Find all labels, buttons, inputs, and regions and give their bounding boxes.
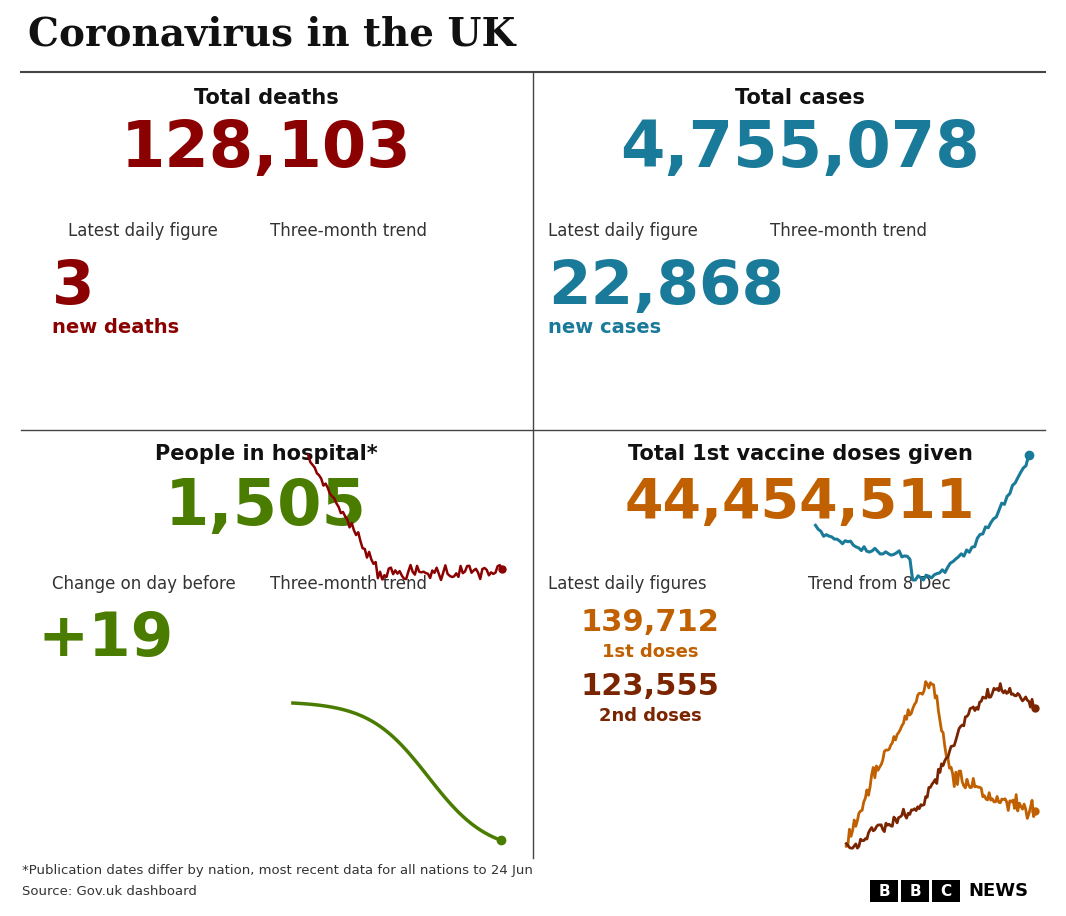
Text: B: B (909, 884, 921, 899)
Text: Latest daily figures: Latest daily figures (548, 575, 707, 593)
Text: Total cases: Total cases (736, 88, 865, 108)
Text: new deaths: new deaths (52, 318, 179, 337)
Text: 1,505: 1,505 (165, 476, 367, 538)
Text: Latest daily figure: Latest daily figure (548, 222, 698, 240)
Text: 2nd doses: 2nd doses (599, 707, 701, 725)
Text: 128,103: 128,103 (120, 118, 411, 180)
Text: *Publication dates differ by nation, most recent data for all nations to 24 Jun: *Publication dates differ by nation, mos… (22, 864, 533, 877)
Text: Three-month trend: Three-month trend (770, 222, 927, 240)
Text: Total deaths: Total deaths (194, 88, 338, 108)
Text: Three-month trend: Three-month trend (270, 222, 427, 240)
Text: Source: Gov.uk dashboard: Source: Gov.uk dashboard (22, 885, 197, 898)
Text: Change on day before: Change on day before (52, 575, 236, 593)
Text: new cases: new cases (548, 318, 661, 337)
Text: Three-month trend: Three-month trend (270, 575, 427, 593)
Text: 139,712: 139,712 (581, 608, 720, 637)
Text: Coronavirus in the UK: Coronavirus in the UK (28, 15, 515, 53)
Bar (901, 880, 928, 902)
Text: +19: +19 (38, 610, 174, 669)
Text: NEWS: NEWS (968, 882, 1028, 900)
Text: Total 1st vaccine doses given: Total 1st vaccine doses given (628, 444, 972, 464)
Text: 123,555: 123,555 (581, 672, 720, 701)
Text: C: C (940, 884, 952, 899)
Text: 44,454,511: 44,454,511 (625, 476, 975, 530)
Text: 22,868: 22,868 (548, 258, 784, 317)
Text: People in hospital*: People in hospital* (155, 444, 377, 464)
Text: Latest daily figure: Latest daily figure (68, 222, 217, 240)
Text: B: B (878, 884, 890, 899)
Text: 1st doses: 1st doses (601, 643, 698, 661)
Text: Trend from 8 Dec: Trend from 8 Dec (808, 575, 951, 593)
Bar (870, 880, 898, 902)
Bar (932, 880, 960, 902)
Text: 3: 3 (52, 258, 95, 317)
Text: 4,755,078: 4,755,078 (620, 118, 980, 180)
